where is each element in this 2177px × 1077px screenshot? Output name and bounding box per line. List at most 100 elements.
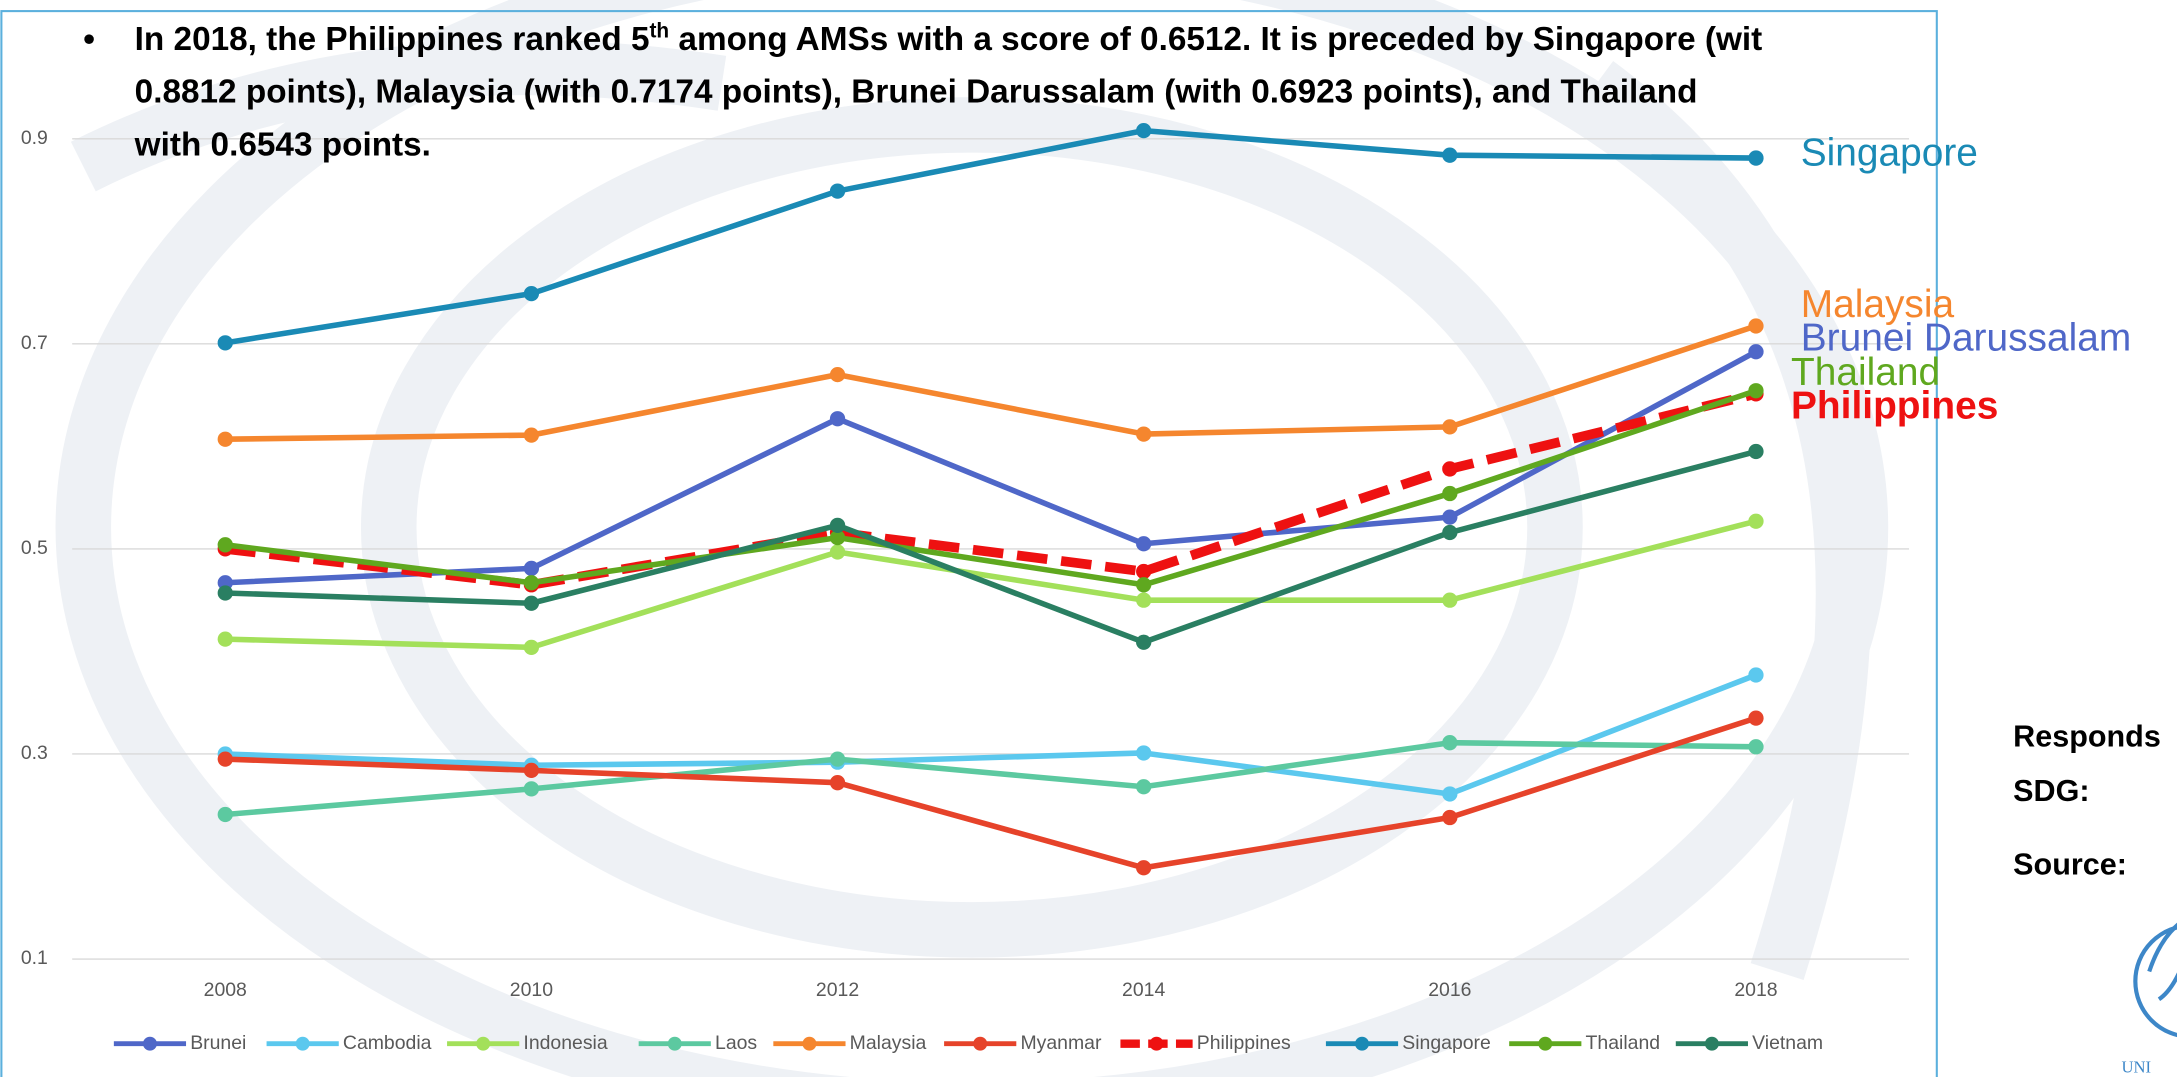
legend-label: Indonesia — [523, 1032, 607, 1054]
data-point — [830, 183, 845, 198]
data-point — [1442, 786, 1457, 801]
data-point — [218, 807, 233, 822]
legend-marker — [802, 1037, 816, 1051]
legend-item: Philippines — [1120, 1032, 1291, 1054]
data-point — [1442, 461, 1457, 476]
side-text: SDG: — [2013, 773, 2089, 809]
legend-label: Myanmar — [1020, 1032, 1101, 1054]
x-tick-label: 2016 — [1428, 979, 1471, 1001]
bullet: • — [83, 14, 95, 67]
side-text: Responds — [2013, 719, 2161, 755]
data-point — [1136, 593, 1151, 608]
x-tick-label: 2014 — [1122, 979, 1165, 1001]
annotation-line: with 0.6543 points. — [83, 119, 2177, 172]
end-label: Thailand — [1791, 351, 1940, 394]
data-point — [1442, 525, 1457, 540]
data-point — [1442, 810, 1457, 825]
legend-label: Cambodia — [343, 1032, 432, 1054]
x-tick-label: 2010 — [510, 979, 553, 1001]
data-point — [1748, 318, 1763, 333]
text: In 2018, the Philippines ranked 5 — [135, 21, 650, 58]
annotation-line: In 2018, the Philippines ranked 5th amon… — [83, 14, 2177, 67]
data-point — [524, 640, 539, 655]
y-tick-label: 0.5 — [21, 537, 48, 559]
y-tick-label: 0.1 — [21, 947, 48, 969]
legend-marker — [1538, 1037, 1552, 1051]
data-point — [218, 432, 233, 447]
data-point — [1442, 593, 1457, 608]
x-tick-label: 2012 — [816, 979, 859, 1001]
legend-marker — [296, 1037, 310, 1051]
superscript: th — [649, 19, 669, 43]
data-point — [1442, 509, 1457, 524]
legend-label: Vietnam — [1752, 1032, 1823, 1054]
annotation-line: 0.8812 points), Malaysia (with 0.7174 po… — [83, 67, 2177, 120]
legend-marker — [476, 1037, 490, 1051]
data-point — [1748, 344, 1763, 359]
data-point — [1748, 739, 1763, 754]
data-point — [830, 367, 845, 382]
data-point — [1748, 383, 1763, 398]
x-tick-label: 2008 — [204, 979, 247, 1001]
legend-marker — [668, 1037, 682, 1051]
data-point — [1748, 444, 1763, 459]
legend-marker — [973, 1037, 987, 1051]
legend-label: Philippines — [1197, 1032, 1291, 1054]
legend-marker — [1705, 1037, 1719, 1051]
data-point — [1442, 735, 1457, 750]
data-point — [1136, 426, 1151, 441]
legend-label: Singapore — [1402, 1032, 1491, 1054]
annotation: • In 2018, the Philippines ranked 5th am… — [83, 14, 2177, 172]
data-point — [1136, 564, 1151, 579]
legend-item: Thailand — [1509, 1032, 1660, 1054]
legend-marker — [1150, 1037, 1164, 1051]
data-point — [524, 561, 539, 576]
legend-item: Myanmar — [944, 1032, 1102, 1054]
data-point — [524, 781, 539, 796]
legend-item: Malaysia — [773, 1032, 926, 1054]
data-point — [218, 335, 233, 350]
un-logo: UNI — [2121, 916, 2177, 1076]
data-point — [830, 411, 845, 426]
data-point — [524, 596, 539, 611]
legend-item: Brunei — [114, 1032, 247, 1054]
data-point — [218, 537, 233, 552]
legend-label: Thailand — [1586, 1032, 1661, 1054]
data-point — [830, 544, 845, 559]
data-point — [1136, 779, 1151, 794]
data-point — [524, 763, 539, 778]
legend-marker — [1355, 1037, 1369, 1051]
data-point — [524, 286, 539, 301]
logo-text: UNI — [2121, 1058, 2151, 1077]
data-point — [1748, 667, 1763, 682]
data-point — [524, 427, 539, 442]
y-tick-label: 0.9 — [21, 127, 48, 149]
data-point — [830, 518, 845, 533]
data-point — [1136, 860, 1151, 875]
y-tick-label: 0.7 — [21, 332, 48, 354]
data-point — [218, 751, 233, 766]
data-point — [1136, 577, 1151, 592]
data-point — [1442, 486, 1457, 501]
text: among AMSs with a score of 0.6512. It is… — [669, 21, 1762, 58]
side-text: Source: — [2013, 847, 2127, 883]
data-point — [218, 632, 233, 647]
end-label: Malaysia — [1801, 283, 1955, 326]
data-point — [1442, 419, 1457, 434]
data-point — [1748, 710, 1763, 725]
legend-label: Malaysia — [850, 1032, 927, 1054]
x-tick-label: 2018 — [1734, 979, 1777, 1001]
data-point — [524, 575, 539, 590]
data-point — [1136, 635, 1151, 650]
data-point — [1136, 745, 1151, 760]
legend-marker — [143, 1037, 157, 1051]
legend-item: Cambodia — [267, 1032, 432, 1054]
data-point — [218, 585, 233, 600]
legend-label: Brunei — [190, 1032, 246, 1054]
data-point — [1748, 514, 1763, 529]
data-point — [1136, 536, 1151, 551]
y-tick-label: 0.3 — [21, 742, 48, 764]
slide: UNI 0.1 0.3 0.5 0.7 0.9 2008 2010 2012 2014 2016 2… — [0, 0, 2177, 1077]
data-point — [830, 751, 845, 766]
legend-label: Laos — [715, 1032, 757, 1054]
